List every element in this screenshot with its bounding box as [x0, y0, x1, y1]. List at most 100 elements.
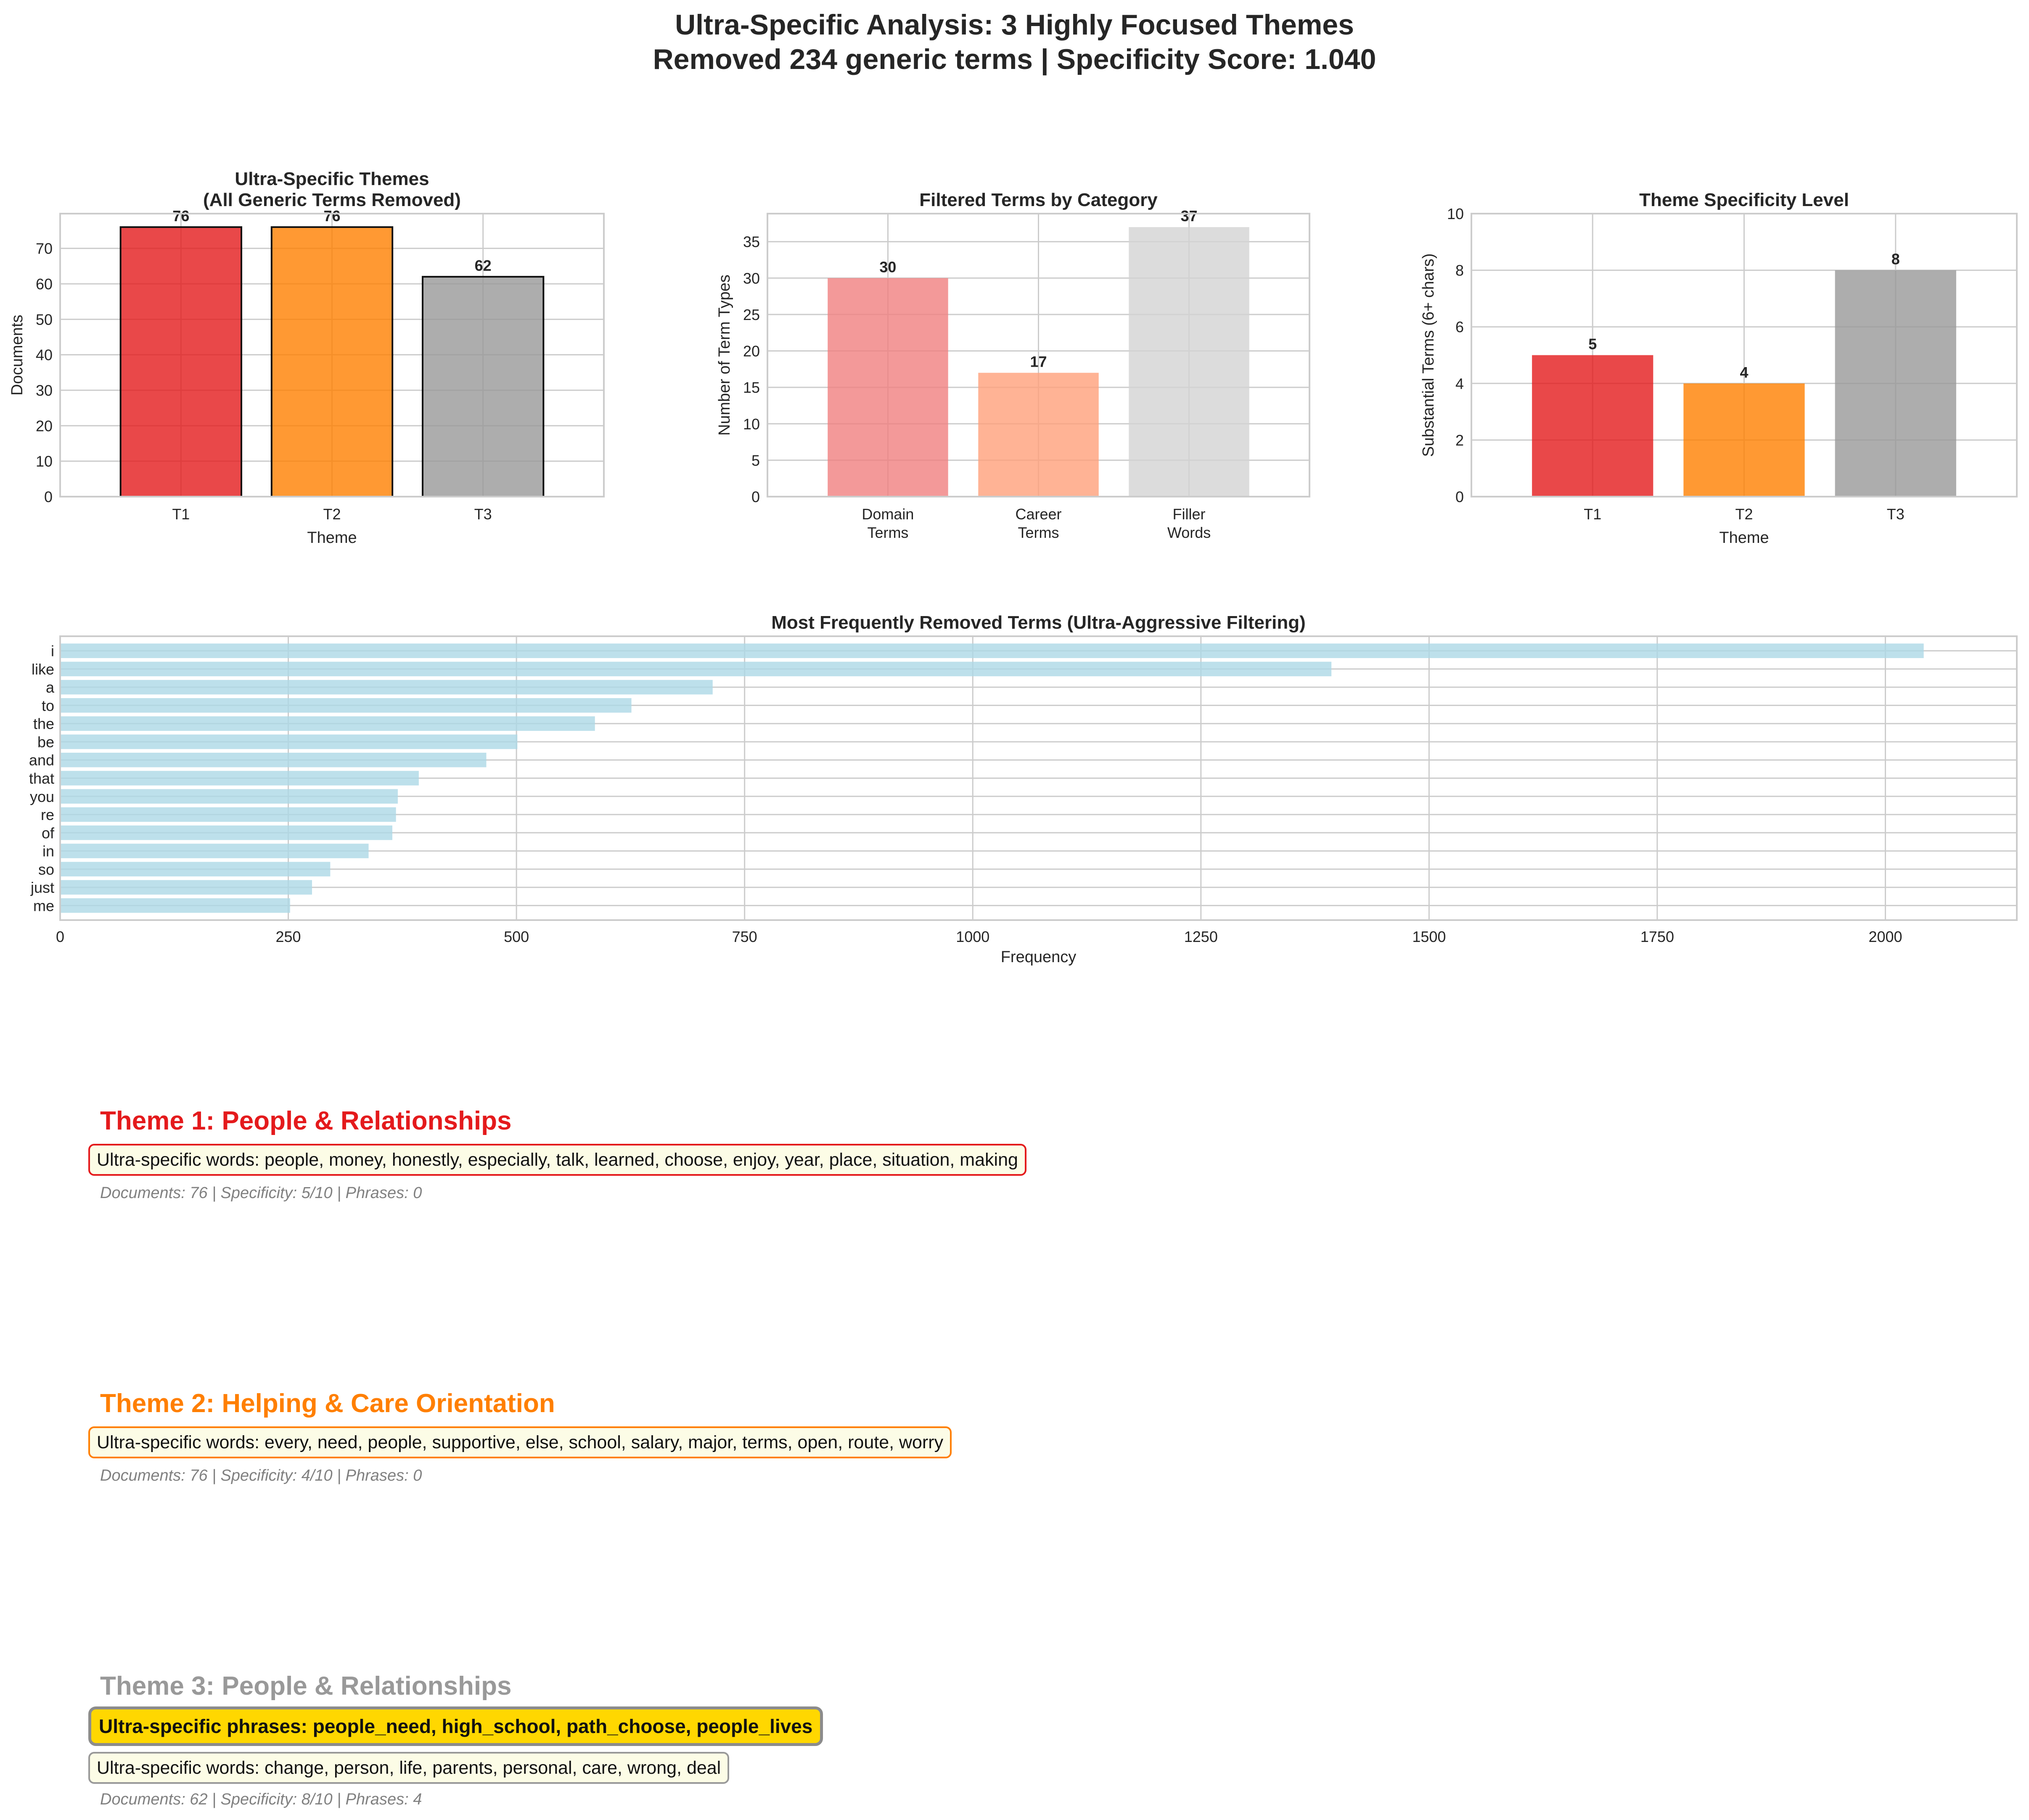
data-label: 62 [475, 257, 492, 274]
plot-frame [59, 635, 2018, 921]
x-tick-label: 250 [276, 928, 301, 945]
bar [60, 807, 396, 822]
bar [1835, 270, 1956, 497]
y-tick-label: 0 [1455, 488, 1464, 505]
bar [60, 680, 713, 695]
y-tick-label: 20 [36, 417, 53, 434]
chart-title: Filtered Terms by Category [919, 190, 1158, 210]
y-tick-label: 10 [36, 453, 53, 470]
data-label: 37 [1181, 207, 1198, 225]
data-label: 17 [1030, 353, 1047, 370]
x-tick-label: T2 [323, 505, 341, 523]
y-axis-label: Substantial Terms (6+ chars) [1420, 254, 1437, 457]
figure-title-line2: Removed 234 generic terms | Specificity … [653, 43, 1376, 75]
y-tick-label: 60 [36, 275, 53, 293]
theme-1-block: Theme 1: People & Relationships Ultra-sp… [88, 1106, 1026, 1203]
bar [1683, 383, 1805, 497]
bar [60, 698, 632, 713]
bar [60, 661, 1332, 677]
bar [828, 278, 948, 497]
data-label: 4 [1740, 364, 1748, 381]
y-tick-label: 0 [44, 488, 53, 505]
x-tick-label: 750 [732, 928, 757, 945]
y-tick-label: 0 [751, 488, 760, 505]
y-tick-label: 35 [743, 233, 760, 251]
y-tick-label: that [29, 770, 54, 787]
y-tick-label: and [29, 751, 54, 769]
y-tick-label: 70 [36, 240, 53, 257]
theme-3-phrases: Ultra-specific phrases: people_need, hig… [88, 1706, 823, 1746]
data-label: 76 [323, 207, 340, 225]
x-axis-label: Theme [307, 529, 357, 547]
chart-title: Ultra-Specific Themes (All Generic Terms … [203, 169, 461, 210]
y-tick-label: in [42, 843, 54, 860]
y-tick-label: 10 [1447, 205, 1464, 222]
bar [1532, 355, 1653, 497]
y-tick-label: 25 [743, 306, 760, 323]
data-label: 5 [1588, 336, 1597, 353]
theme-2-title: Theme 2: Helping & Care Orientation [100, 1389, 555, 1418]
bar [1129, 227, 1249, 497]
y-tick-label: the [33, 715, 54, 733]
x-tick-label: 500 [504, 928, 529, 945]
x-tick-label: T3 [474, 505, 492, 523]
x-tick-label: T1 [172, 505, 190, 523]
y-tick-label: of [42, 824, 55, 841]
data-label: 8 [1891, 251, 1900, 268]
figure-title: Ultra-Specific Analysis: 3 Highly Focuse… [0, 8, 2029, 77]
theme-2-words: Ultra-specific words: every, need, peopl… [88, 1426, 952, 1458]
data-label: 30 [879, 258, 896, 275]
x-tick-label: Career Terms [1015, 505, 1061, 541]
x-tick-label: 1250 [1184, 928, 1218, 945]
bar [60, 844, 369, 858]
y-tick-label: re [41, 806, 54, 823]
bar [60, 716, 595, 731]
x-tick-label: T3 [1887, 505, 1905, 523]
y-tick-label: 20 [743, 343, 760, 360]
data-label: 76 [172, 207, 189, 225]
y-tick-label: 15 [743, 379, 760, 396]
x-tick-label: Filler Words [1167, 505, 1211, 541]
y-tick-label: 2 [1455, 431, 1464, 449]
y-tick-label: i [51, 643, 54, 660]
bar [60, 771, 419, 786]
bar [60, 880, 312, 895]
x-tick-label: 2000 [1868, 928, 1902, 945]
chart-title: Most Frequently Removed Terms (Ultra-Agg… [771, 612, 1306, 633]
bar [60, 789, 398, 804]
x-axis-label: Theme [1719, 529, 1769, 547]
figure-title-line1: Ultra-Specific Analysis: 3 Highly Focuse… [675, 9, 1354, 41]
y-tick-label: me [33, 897, 54, 914]
y-tick-label: 50 [36, 311, 53, 328]
y-tick-label: 8 [1455, 262, 1464, 279]
y-tick-label: a [46, 679, 55, 696]
x-tick-label: 1750 [1640, 928, 1674, 945]
chart-title: Theme Specificity Level [1639, 190, 1849, 210]
bar [60, 898, 290, 913]
bar [270, 226, 394, 497]
x-tick-label: 1000 [956, 928, 989, 945]
y-tick-label: 10 [743, 415, 760, 433]
x-tick-label: 0 [56, 928, 64, 945]
y-tick-label: 6 [1455, 318, 1464, 336]
bar [60, 825, 392, 840]
y-axis-label: Number of Term Types [716, 275, 733, 436]
bar [422, 276, 545, 497]
y-tick-label: just [30, 879, 54, 896]
bar [60, 752, 487, 767]
theme-1-words: Ultra-specific words: people, money, hon… [88, 1144, 1026, 1176]
y-tick-label: 30 [743, 270, 760, 287]
y-tick-label: to [42, 697, 54, 714]
bar [60, 862, 331, 877]
plot-frame [767, 213, 1310, 497]
theme-3-words: Ultra-specific words: change, person, li… [88, 1752, 730, 1784]
theme-3-block: Theme 3: People & Relationships Ultra-sp… [88, 1671, 823, 1809]
plot-frame [1471, 213, 2018, 497]
bar [978, 373, 1099, 497]
y-tick-label: so [38, 861, 54, 878]
theme-3-title: Theme 3: People & Relationships [100, 1672, 512, 1701]
y-tick-label: you [30, 788, 54, 805]
theme-2-meta: Documents: 76 | Specificity: 4/10 | Phra… [100, 1467, 422, 1484]
bar [60, 734, 518, 749]
